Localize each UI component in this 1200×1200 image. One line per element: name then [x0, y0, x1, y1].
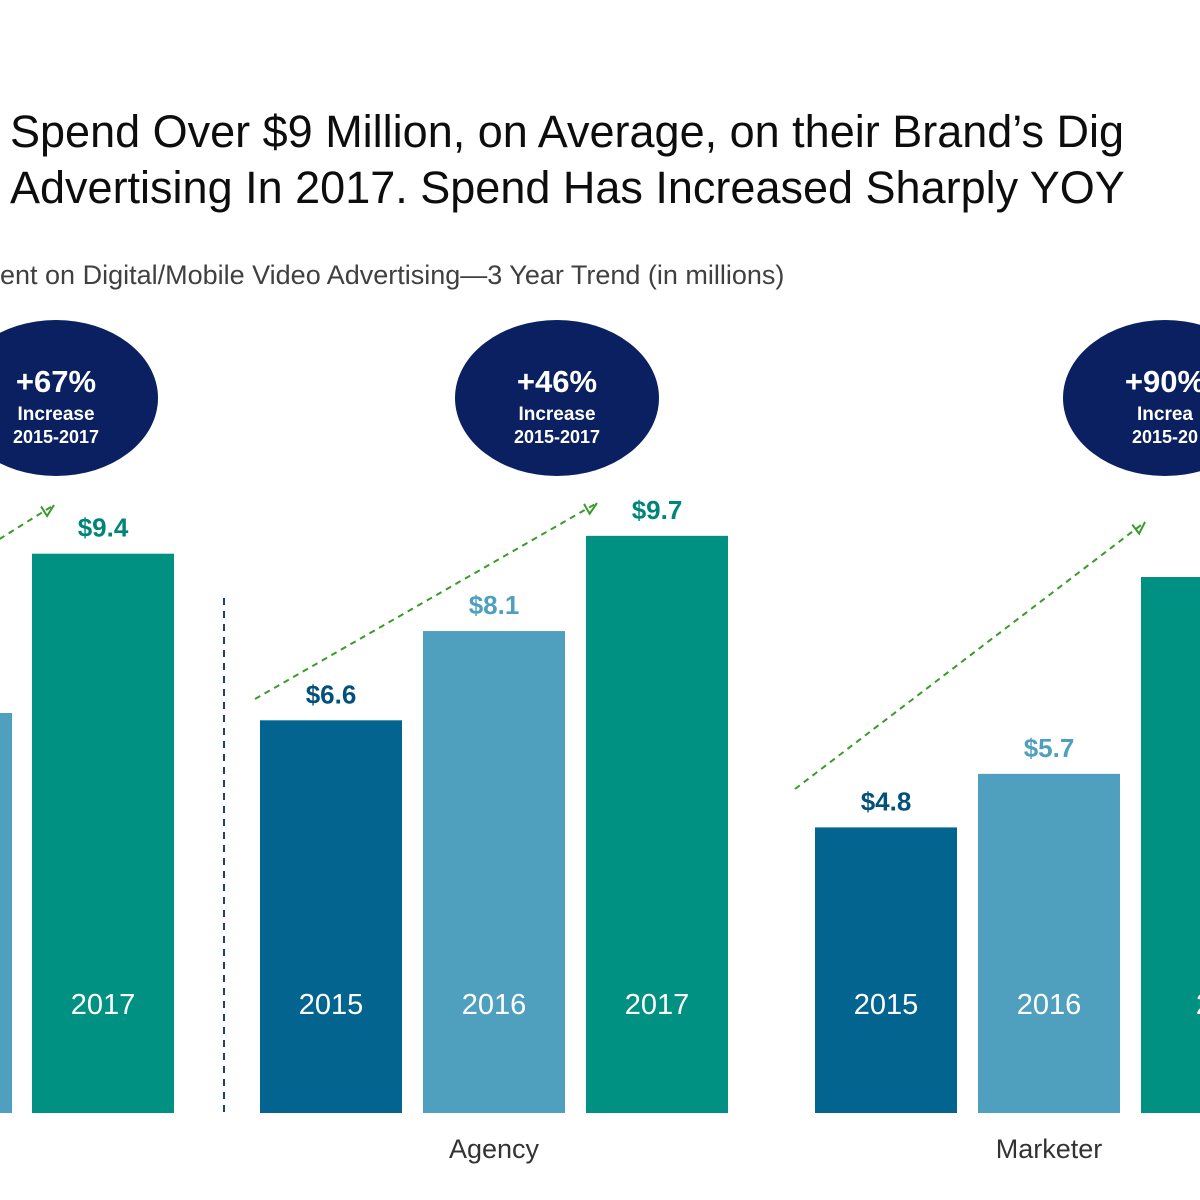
bar-value-label: $9.7 — [632, 495, 683, 525]
title-line-2: Advertising In 2017. Spend Has Increased… — [10, 162, 1125, 213]
increase-badge — [1063, 320, 1200, 476]
badge-label: Increase — [17, 404, 94, 425]
category-label: Marketer — [996, 1134, 1103, 1164]
bar-2015 — [815, 827, 957, 1113]
trend-arrow-head — [1131, 521, 1146, 536]
bar-20 — [1141, 577, 1200, 1113]
badge-percent: +90% — [1125, 364, 1200, 399]
bar-partial — [0, 713, 12, 1113]
trend-arrow — [0, 504, 55, 540]
badge-years: 2015-2017 — [13, 427, 99, 447]
bar-value-label: $8.1 — [469, 590, 520, 620]
badge-percent: +67% — [16, 364, 96, 399]
badge-label: Increa — [1137, 404, 1193, 425]
bar-year-label: 2016 — [462, 989, 527, 1021]
increase-badge — [0, 320, 158, 476]
bar-year-label: 2015 — [854, 989, 919, 1021]
bar-2015 — [260, 720, 402, 1113]
category-label: Agency — [449, 1134, 540, 1164]
bar-year-label: 2016 — [1017, 989, 1082, 1021]
trend-arrow-head — [40, 504, 55, 518]
bar-year-label: 2015 — [299, 989, 364, 1021]
trend-arrow-head — [583, 502, 598, 516]
bar-value-label: $9.4 — [78, 513, 129, 543]
bar-year-label: 2017 — [71, 989, 136, 1021]
bar-year-label: 20 — [1196, 989, 1200, 1021]
badge-percent: +46% — [517, 364, 597, 399]
increase-badge — [455, 320, 659, 476]
chart-title: Spend Over $9 Million, on Average, on th… — [0, 104, 1200, 216]
badge-years: 2015-2017 — [514, 427, 600, 447]
bar-2016 — [978, 773, 1120, 1113]
trend-arrow — [794, 521, 1146, 790]
title-line-1: Spend Over $9 Million, on Average, on th… — [10, 106, 1124, 157]
bar-2017 — [32, 553, 174, 1113]
chart-subtitle: ent on Digital/Mobile Video Advertising—… — [0, 260, 785, 290]
badge-years: 2015-20 — [1132, 427, 1198, 447]
bar-value-label: $6.6 — [306, 679, 357, 709]
bar-2017 — [586, 535, 728, 1113]
bar-year-label: 2017 — [625, 989, 690, 1021]
bar-value-label: $5.7 — [1024, 733, 1075, 763]
badge-label: Increase — [518, 404, 595, 425]
bar-2016 — [423, 631, 565, 1113]
bar-value-label: $4.8 — [861, 786, 912, 816]
